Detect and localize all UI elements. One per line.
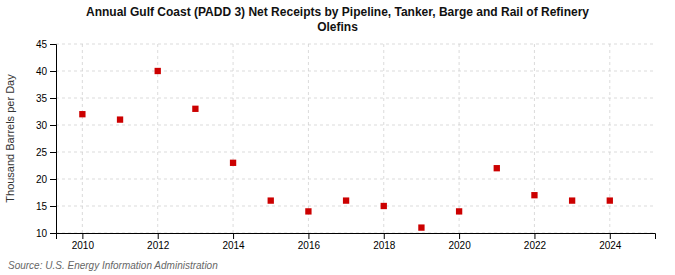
point xyxy=(117,116,123,122)
y-grid-line xyxy=(56,206,655,207)
y-grid-line xyxy=(56,179,655,180)
x-axis-line xyxy=(57,234,656,240)
x-grid-line xyxy=(609,44,610,233)
y-tick-label: 10 xyxy=(36,228,48,239)
y-tick-mark xyxy=(50,125,56,126)
y-tick-mark xyxy=(50,233,56,234)
x-grid-line xyxy=(82,44,83,233)
x-tick-label: 2014 xyxy=(222,240,245,251)
y-tick-mark xyxy=(50,152,56,153)
y-axis-label: Thousand Barrels per Day xyxy=(4,74,16,203)
y-tick-label: 45 xyxy=(36,39,48,50)
title: Annual Gulf Coast (PADD 3) Net Receipts … xyxy=(86,5,589,34)
x-grid-line xyxy=(459,44,460,233)
x-tick-mark xyxy=(384,233,385,239)
y-tick: 15 xyxy=(36,201,56,212)
y-tick-label: 15 xyxy=(36,201,48,212)
point xyxy=(531,192,537,198)
x-tick-mark xyxy=(308,233,309,239)
x-tick-label: 2018 xyxy=(373,240,396,251)
source: Source: U.S. Energy Information Administ… xyxy=(8,260,218,271)
y-grid-line xyxy=(56,98,655,99)
y-tick: 30 xyxy=(36,120,56,131)
x-grid-line xyxy=(308,44,309,233)
x-tick: 2022 xyxy=(524,233,547,251)
y-grid-line xyxy=(56,44,655,45)
x-tick: 2016 xyxy=(298,233,321,251)
points xyxy=(79,68,613,231)
x-tick-label: 2012 xyxy=(147,240,170,251)
x-tick-mark xyxy=(459,233,460,239)
y-axis-line xyxy=(50,45,57,234)
x-tick: 2010 xyxy=(72,233,95,251)
point xyxy=(607,197,613,203)
x-tick-label: 2024 xyxy=(599,240,622,251)
y-tick-mark xyxy=(50,206,56,207)
y-grid-line xyxy=(56,71,655,72)
y-tick: 20 xyxy=(36,174,56,185)
x-grid-line xyxy=(534,44,535,233)
x-tick: 2020 xyxy=(448,233,471,251)
point xyxy=(192,106,198,112)
y-tick: 35 xyxy=(36,93,56,104)
point xyxy=(381,203,387,209)
y-tick-mark xyxy=(50,44,56,45)
x-tick-mark xyxy=(82,233,83,239)
point xyxy=(418,224,424,230)
point xyxy=(456,208,462,214)
x-tick-mark xyxy=(233,233,234,239)
point xyxy=(343,197,349,203)
y-tick-label: 40 xyxy=(36,66,48,77)
point xyxy=(155,68,161,74)
point xyxy=(230,160,236,166)
y-tick-label: 20 xyxy=(36,174,48,185)
y-tick-mark xyxy=(50,179,56,180)
x-tick-label: 2020 xyxy=(448,240,471,251)
point xyxy=(268,197,274,203)
y-tick: 25 xyxy=(36,147,56,158)
x-tick-label: 2016 xyxy=(298,240,321,251)
point xyxy=(79,111,85,117)
grid xyxy=(56,44,655,233)
x-tick: 2018 xyxy=(373,233,396,251)
point xyxy=(569,197,575,203)
y-grid-line xyxy=(56,125,655,126)
x-tick: 2014 xyxy=(222,233,245,251)
x-tick-label: 2010 xyxy=(72,240,95,251)
x-tick-mark xyxy=(158,233,159,239)
x-tick-mark xyxy=(534,233,535,239)
x-tick-mark xyxy=(610,233,611,239)
y-tick-mark xyxy=(50,98,56,99)
point xyxy=(305,208,311,214)
y-tick: 10 xyxy=(36,228,56,239)
y-grid-line xyxy=(56,152,655,153)
y-tick: 45 xyxy=(36,39,56,50)
x-tick: 2012 xyxy=(147,233,170,251)
x-grid-line xyxy=(233,44,234,233)
x-tick: 2024 xyxy=(599,233,622,251)
y-tick-mark xyxy=(50,71,56,72)
x-axis: 2010 2012 2014 2016 2018 2020 2022 2024 xyxy=(57,233,656,251)
y-tick: 40 xyxy=(36,66,56,77)
y-tick-label: 35 xyxy=(36,93,48,104)
x-tick-label: 2022 xyxy=(524,240,547,251)
y-tick-label: 25 xyxy=(36,147,48,158)
point xyxy=(494,165,500,171)
y-tick-label: 30 xyxy=(36,120,48,131)
y-axis: 10 15 20 25 30 35 40 45 xyxy=(36,39,57,239)
chart: 2010 2012 2014 2016 2018 2020 2022 2024 10 15 20 25… xyxy=(0,0,675,275)
